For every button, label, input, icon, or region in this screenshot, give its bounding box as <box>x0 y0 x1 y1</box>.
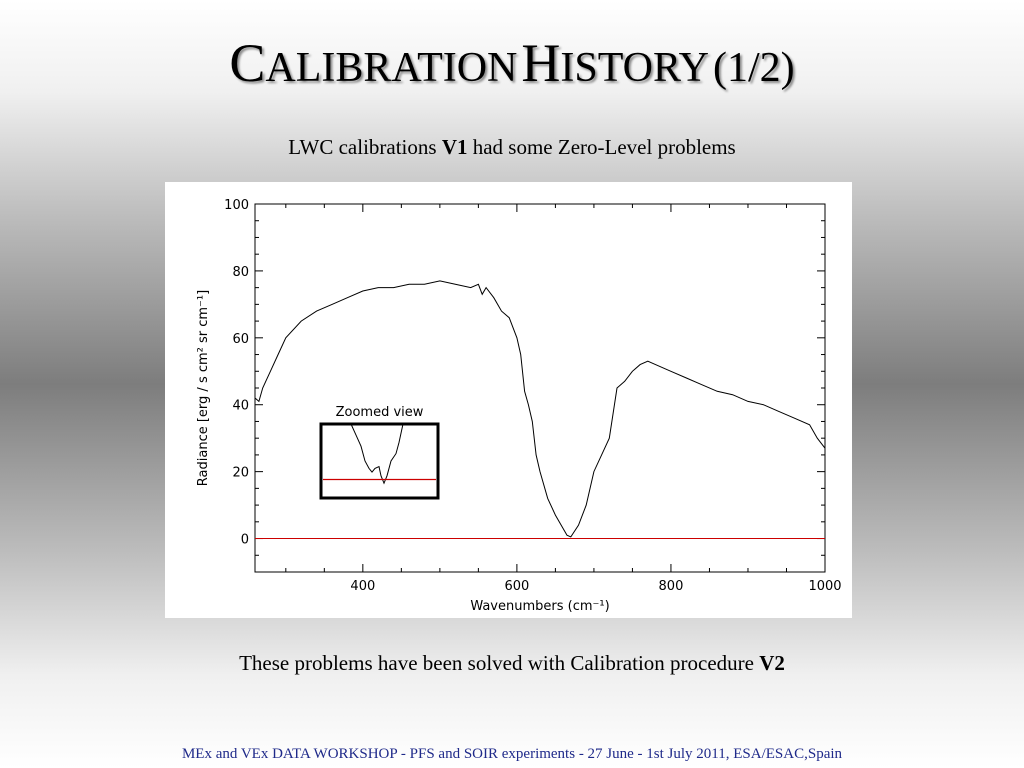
slide-subtitle: LWC calibrations V1 had some Zero-Level … <box>0 135 1024 160</box>
y-tick-label: 20 <box>232 466 249 481</box>
inset-label: Zoomed view <box>336 405 424 420</box>
title-cap-1: C <box>229 33 266 93</box>
y-tick-label: 100 <box>224 198 249 213</box>
y-tick-label: 80 <box>232 265 249 280</box>
plot-frame <box>254 203 826 573</box>
y-tick-label: 0 <box>241 533 249 548</box>
inset-series-line <box>350 423 404 485</box>
conclusion-version: V2 <box>759 651 785 675</box>
title-page-number: (1/2) <box>712 45 795 91</box>
radiance-series-line <box>254 280 826 538</box>
slide-conclusion: These problems have been solved with Cal… <box>0 651 1024 676</box>
slide-title: CALIBRATION HISTORY (1/2) <box>0 36 1024 90</box>
x-tick-label: 600 <box>504 579 529 594</box>
slide-footer: MEx and VEx DATA WORKSHOP - PFS and SOIR… <box>181 746 843 762</box>
title-cap-2: H <box>521 33 561 93</box>
subtitle-text-pre: LWC calibrations <box>288 135 437 159</box>
title-rest-2: ISTORY <box>560 45 709 91</box>
x-axis-label: Wavenumbers (cm⁻¹) <box>470 599 609 614</box>
x-tick-label: 400 <box>350 579 375 594</box>
y-tick-label: 60 <box>232 332 249 347</box>
y-axis-label: Radiance [erg / s cm² sr cm⁻¹] <box>196 290 211 486</box>
chart-canvas: 400 600 800 1000 0 20 40 60 80 100 Wavenumbers (cm… <box>196 198 842 614</box>
subtitle-version: V1 <box>441 135 468 159</box>
title-rest-1: ALIBRATION <box>265 45 518 91</box>
y-tick-label: 40 <box>232 399 249 414</box>
inset-frame <box>319 422 440 500</box>
radiance-chart: 400 600 800 1000 0 20 40 60 80 100 Wavenumbers (cm… <box>165 182 852 618</box>
x-tick-label: 800 <box>659 579 684 594</box>
x-tick-label: 1000 <box>808 579 841 594</box>
subtitle-text-post: had some Zero-Level problems <box>472 135 736 159</box>
conclusion-text: These problems have been solved with Cal… <box>239 651 754 675</box>
